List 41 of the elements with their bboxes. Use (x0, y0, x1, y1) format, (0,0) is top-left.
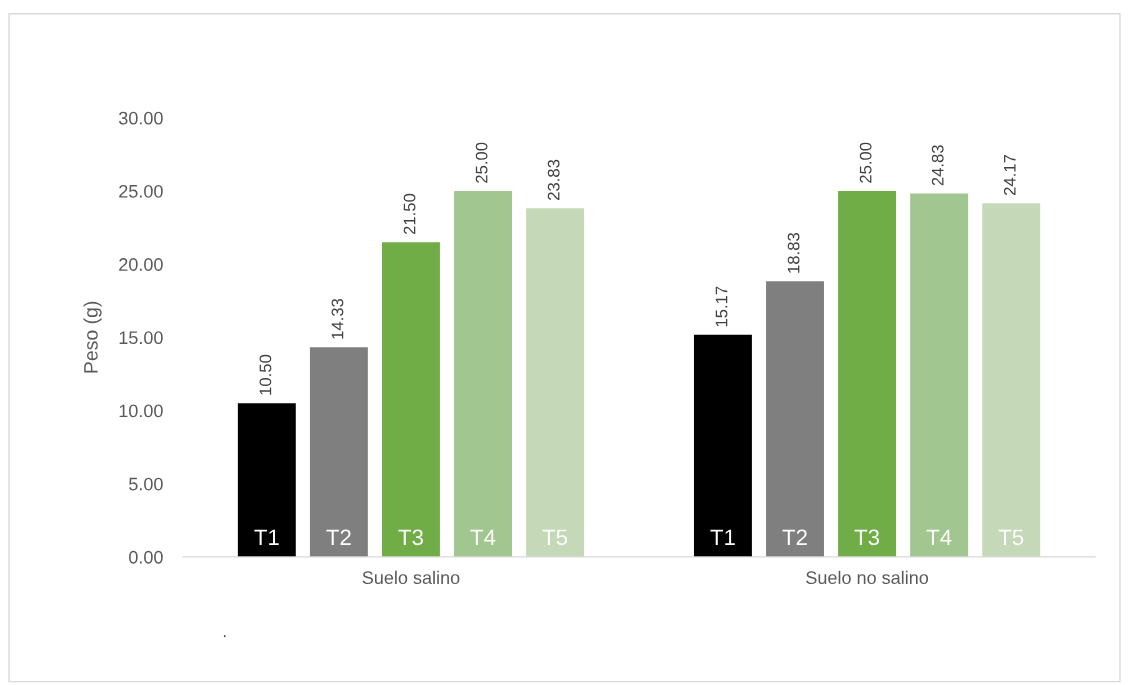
text: T2 (782, 529, 807, 545)
y-tick-label: 0.00 (129, 550, 163, 564)
bar (982, 203, 1041, 557)
bar (526, 208, 585, 557)
bar (309, 347, 368, 557)
x-tick-label: Suelo salino (362, 570, 460, 585)
series-label: T5 (542, 529, 568, 546)
bar (381, 242, 440, 557)
y-axis-title: Peso (g) (83, 301, 102, 373)
y-tick-label: 20.00 (119, 258, 163, 271)
y-tick-label: 25.00 (119, 184, 163, 198)
y-tick-label: 5.00 (129, 477, 163, 491)
text: T4 (926, 529, 952, 545)
x-tick-label: Suelo no salino (806, 570, 929, 585)
text: . (223, 635, 226, 638)
text: T1 (710, 529, 735, 545)
text: T3 (854, 529, 880, 546)
bar (454, 191, 512, 557)
bar (693, 334, 752, 557)
bar (766, 281, 824, 557)
bar (910, 193, 969, 557)
series-label: T2 (326, 529, 351, 545)
data-label: 23.83 (547, 159, 560, 200)
data-label: 15.17 (715, 286, 728, 327)
data-label: 25.00 (859, 142, 872, 183)
data-label: 14.33 (331, 298, 344, 339)
y-tick-label: 10.00 (119, 404, 163, 418)
data-label: 24.83 (931, 145, 944, 186)
data-label: 18.83 (787, 233, 800, 273)
series-label: T3 (398, 529, 423, 546)
data-label: 25.00 (475, 142, 488, 183)
data-label: 21.50 (403, 193, 416, 235)
series-label: T4 (470, 529, 496, 545)
y-tick-label: 30.00 (118, 111, 163, 125)
text: T5 (998, 529, 1024, 546)
data-label: 24.17 (1003, 154, 1016, 195)
series-label: T1 (254, 529, 279, 545)
data-label: 10.50 (259, 354, 272, 395)
y-tick-label: 15.00 (119, 331, 163, 345)
bar (838, 191, 897, 557)
bar (237, 403, 296, 557)
